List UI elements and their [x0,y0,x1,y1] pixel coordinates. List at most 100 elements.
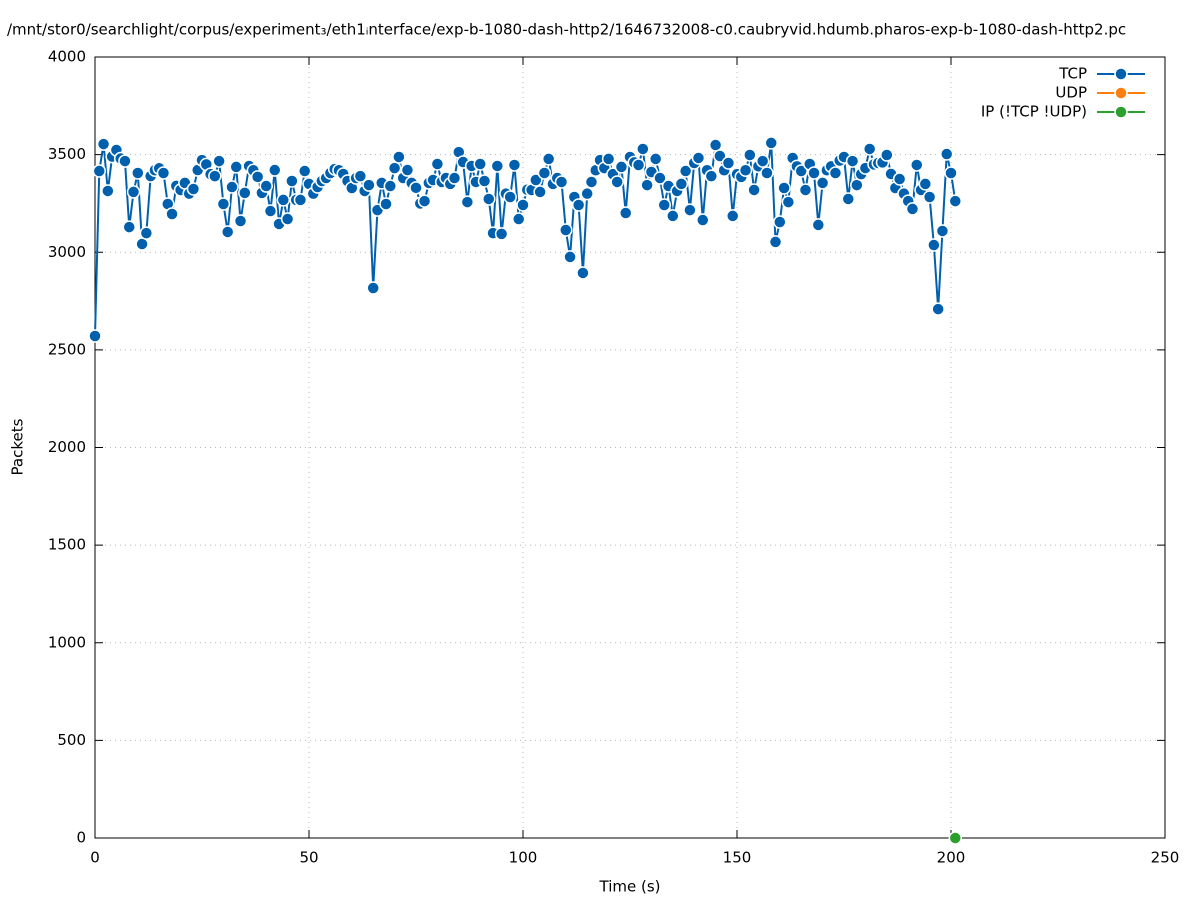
data-point [773,215,787,229]
data-point [366,281,380,295]
data-point [417,194,432,208]
data-point [601,152,616,166]
data-point [841,192,856,206]
data-point [880,148,894,162]
data-point [927,238,941,252]
legend-marker [1114,105,1128,119]
data-point [447,171,462,185]
data-point [392,150,406,164]
data-point [559,223,573,237]
data-point [216,197,231,211]
data-point [529,173,543,187]
data-point [233,214,248,228]
data-point [704,169,719,183]
data-point [165,207,179,221]
data-point [610,175,624,189]
data-point [640,178,654,192]
data-point [511,212,526,226]
data-point [777,181,791,195]
data-point [268,163,282,177]
y-tick-label: 3500 [48,145,86,163]
data-point [503,190,517,204]
data-point [721,156,736,170]
y-tick-label: 1500 [48,536,86,554]
legend-marker [1114,67,1128,81]
data-point [494,227,509,241]
data-point [713,149,727,163]
y-tick-label: 3000 [48,243,86,261]
data-point [948,194,963,208]
data-point [276,193,291,207]
data-point [935,224,950,238]
legend-marker [1114,86,1128,100]
data-point [238,186,252,200]
x-tick-label: 100 [509,849,538,867]
x-tick-label: 250 [1151,849,1180,867]
x-tick-label: 150 [723,849,752,867]
data-point [580,186,594,201]
data-point [400,163,415,177]
data-point [250,170,265,184]
data-point [948,831,963,845]
y-tick-label: 2500 [48,340,86,358]
data-point [794,164,808,178]
x-axis-label: Time (s) [599,878,661,896]
data-point [743,148,757,162]
data-point [747,183,761,197]
data-point [563,250,577,264]
legend-label: IP (!TCP !UDP) [981,103,1087,121]
data-point [379,197,393,211]
y-tick-label: 0 [76,829,86,847]
y-tick-label: 1000 [48,633,86,651]
data-point [910,158,924,172]
data-point [131,166,145,180]
data-point [768,235,783,249]
data-point [862,142,877,156]
data-point [828,166,843,180]
chart-title: /mnt/stor0/searchlight/corpus/experiment… [7,21,1126,39]
data-point [678,164,693,178]
data-point [691,151,706,165]
data-point [905,202,920,216]
data-point [584,175,599,189]
data-point [482,192,496,206]
data-point [683,203,697,217]
plot-frame [94,56,1166,839]
data-point [409,181,423,195]
data-point [614,160,629,174]
x-tick-label: 200 [937,849,966,867]
data-point [918,177,933,191]
data-point [263,204,278,218]
y-tick-label: 500 [57,731,86,749]
data-point [541,152,556,166]
data-point [760,166,774,180]
data-point [473,157,487,171]
data-point [186,182,201,196]
data-point [208,169,222,183]
data-point [845,154,860,168]
data-point [259,179,273,193]
data-point [648,152,663,166]
data-point [362,178,376,192]
data-point [922,190,937,204]
data-point [755,154,770,168]
data-point [653,171,667,185]
data-point [122,220,136,234]
data-point [533,185,547,199]
data-point [126,185,141,199]
x-tick-label: 0 [90,849,100,867]
data-point [88,329,102,343]
data-point [725,209,740,223]
data-point [576,266,590,280]
data-point [118,154,132,168]
data-point [387,161,402,175]
data-point [96,137,111,151]
data-point [477,174,492,188]
data-point [738,163,753,177]
data-point [460,195,475,209]
data-point [212,154,226,168]
data-point [666,209,680,223]
data-point [220,225,235,239]
data-point [674,177,689,191]
